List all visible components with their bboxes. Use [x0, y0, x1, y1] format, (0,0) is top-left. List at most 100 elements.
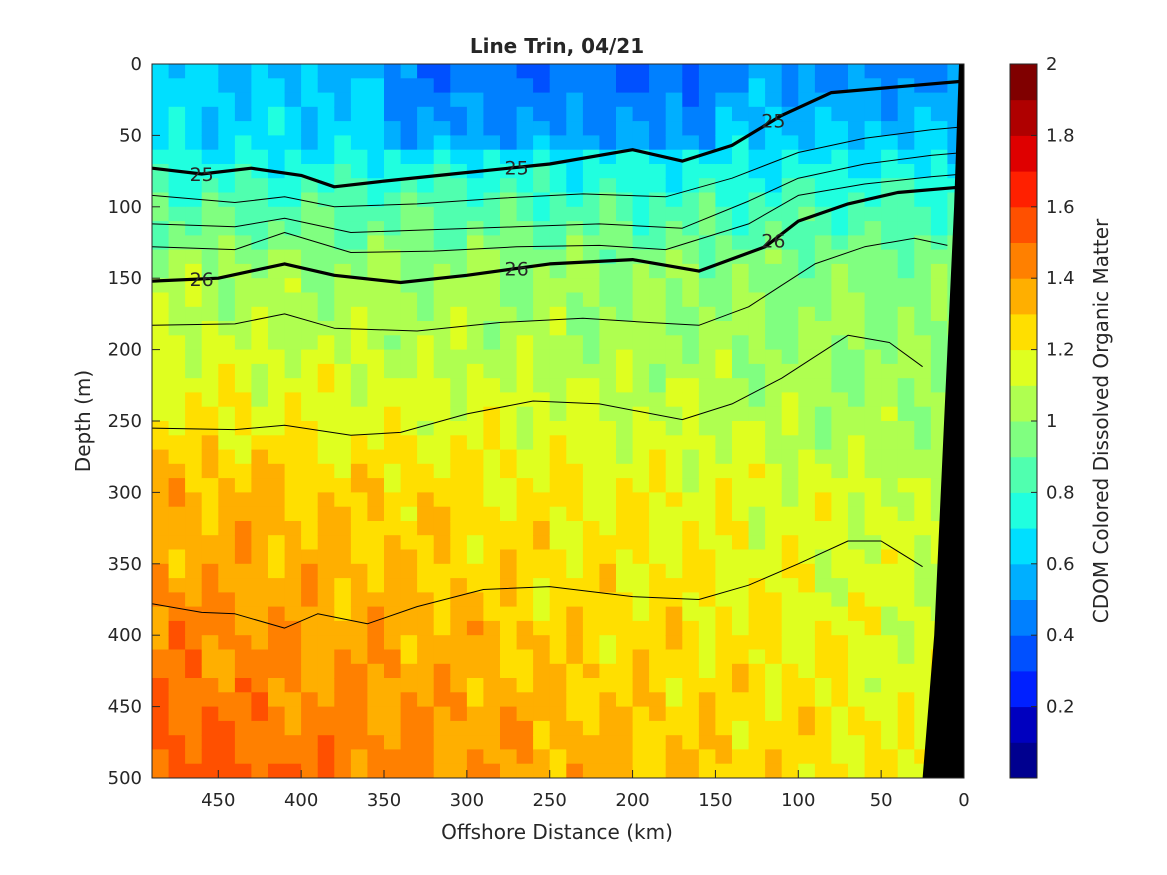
heatmap-cell: [301, 421, 319, 436]
heatmap-cell: [384, 392, 402, 408]
heatmap-cell: [765, 335, 783, 351]
heatmap-cell: [417, 321, 435, 336]
heatmap-cell: [201, 263, 219, 279]
heatmap-cell: [268, 421, 286, 436]
heatmap-cell: [715, 263, 733, 279]
heatmap-cell: [881, 378, 899, 394]
heatmap-cell: [864, 463, 882, 479]
heatmap-cell: [384, 678, 402, 693]
heatmap-cell: [864, 235, 882, 251]
heatmap-cell: [732, 535, 750, 551]
heatmap-cell: [715, 578, 733, 593]
heatmap-cell: [864, 178, 882, 194]
heatmap-cell: [914, 478, 932, 493]
heatmap-cell: [466, 563, 485, 579]
heatmap-cell: [350, 521, 369, 536]
heatmap-cell: [350, 78, 369, 94]
heatmap-cell: [781, 78, 799, 94]
heatmap-cell: [715, 606, 733, 622]
heatmap-cell: [466, 335, 485, 351]
heatmap-cell: [400, 206, 418, 222]
heatmap-cell: [897, 306, 915, 322]
heatmap-cell: [616, 763, 634, 778]
heatmap-cell: [284, 449, 302, 465]
heatmap-cell: [814, 121, 833, 136]
heatmap-cell: [317, 121, 335, 136]
heatmap-cell: [185, 563, 203, 579]
heatmap-cell: [268, 535, 286, 551]
heatmap-cell: [732, 164, 750, 179]
heatmap-cell: [516, 521, 534, 536]
heatmap-cell: [732, 578, 750, 593]
heatmap-cell: [914, 306, 932, 322]
heatmap-cell: [814, 149, 833, 165]
y-tick-label: 150: [108, 268, 142, 289]
heatmap-cell: [616, 349, 634, 365]
heatmap-cell: [268, 349, 286, 365]
heatmap-cell: [450, 149, 468, 165]
heatmap-cell: [218, 92, 236, 108]
heatmap-cell: [317, 606, 335, 622]
heatmap-cell: [765, 635, 783, 651]
heatmap-cell: [665, 78, 683, 94]
heatmap-cell: [748, 592, 766, 608]
heatmap-cell: [930, 235, 949, 251]
heatmap-cell: [930, 349, 949, 365]
heatmap-cell: [748, 506, 766, 522]
heatmap-cell: [268, 106, 286, 122]
heatmap-cell: [848, 335, 866, 351]
heatmap-cell: [632, 64, 650, 79]
heatmap-cell: [533, 606, 551, 622]
heatmap-cell: [500, 106, 518, 122]
heatmap-cell: [599, 492, 617, 508]
heatmap-cell: [881, 749, 899, 765]
heatmap-cell: [483, 478, 501, 493]
x-tick-label: 450: [201, 790, 235, 811]
heatmap-cell: [881, 106, 899, 122]
heatmap-cell: [350, 449, 369, 465]
heatmap-cell: [897, 535, 915, 551]
heatmap-cell: [168, 106, 186, 122]
heatmap-cell: [301, 706, 319, 722]
heatmap-cell: [201, 435, 219, 451]
heatmap-cell: [152, 92, 170, 108]
heatmap-cell: [350, 549, 369, 565]
heatmap-cell: [665, 692, 683, 708]
heatmap-cell: [549, 321, 567, 336]
heatmap-cell: [930, 135, 949, 151]
heatmap-cell: [168, 221, 186, 236]
heatmap-cell: [201, 535, 219, 551]
heatmap-cell: [914, 121, 932, 136]
heatmap-cell: [400, 435, 418, 451]
heatmap-cell: [201, 78, 219, 94]
heatmap-cell: [582, 678, 601, 693]
heatmap-cell: [798, 692, 816, 708]
heatmap-cell: [864, 335, 882, 351]
heatmap-cell: [417, 349, 435, 365]
heatmap-cell: [384, 321, 402, 336]
heatmap-cell: [831, 92, 849, 108]
heatmap-cell: [897, 235, 915, 251]
heatmap-cell: [450, 135, 468, 151]
heatmap-cell: [301, 506, 319, 522]
heatmap-cell: [781, 235, 799, 251]
heatmap-cell: [649, 249, 667, 265]
heatmap-cell: [284, 463, 302, 479]
heatmap-cell: [881, 135, 899, 151]
heatmap-cell: [549, 278, 567, 294]
heatmap-cell: [914, 378, 932, 394]
heatmap-cell: [914, 92, 932, 108]
heatmap-cell: [317, 763, 335, 778]
heatmap-cell: [234, 763, 253, 778]
heatmap-cell: [218, 249, 236, 265]
heatmap-cell: [897, 606, 915, 622]
heatmap-cell: [732, 64, 750, 79]
heatmap-cell: [732, 378, 750, 394]
heatmap-cell: [367, 249, 385, 265]
heatmap-cell: [317, 335, 335, 351]
heatmap-cell: [864, 449, 882, 465]
heatmap-cell: [698, 720, 717, 736]
heatmap-cell: [781, 306, 799, 322]
heatmap-cell: [251, 221, 269, 236]
